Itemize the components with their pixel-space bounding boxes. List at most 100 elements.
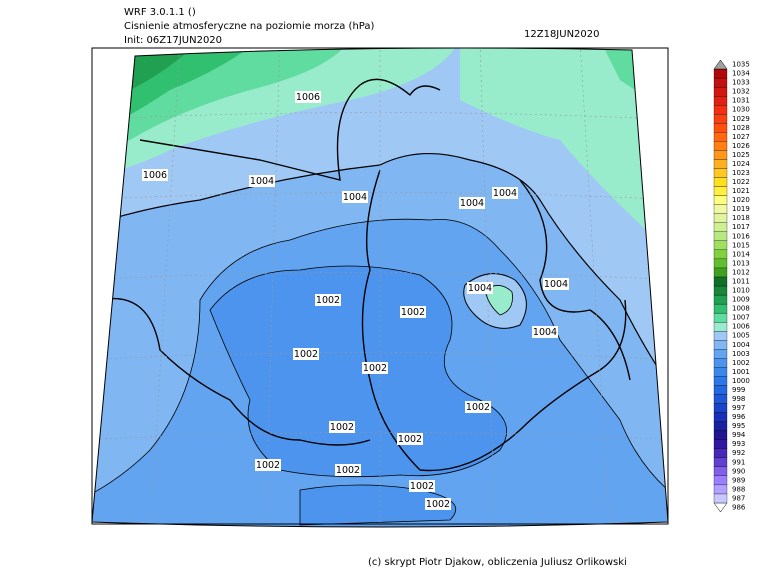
border — [99, 297, 371, 446]
contour-label-bg — [543, 278, 569, 290]
contour-label-bg — [409, 480, 435, 492]
contour-label-bg — [397, 433, 423, 445]
colorbar-box — [713, 385, 728, 395]
colorbar-label: 1002 — [732, 359, 750, 367]
colorbar-label: 1020 — [732, 196, 750, 204]
contour-label-bg — [293, 348, 319, 360]
colorbar-label: 1025 — [732, 151, 750, 159]
colorbar-box — [713, 475, 728, 486]
colorbar-label: 1007 — [732, 314, 750, 322]
colorbar-box — [713, 303, 728, 314]
area-1002 — [209, 265, 508, 478]
contour-label-bg — [142, 169, 168, 181]
contour-label-bg — [459, 197, 485, 209]
colorbar-label: 1028 — [732, 124, 750, 132]
colorbar-box — [713, 186, 728, 196]
colorbar-label: 1031 — [732, 97, 750, 105]
colorbar-box — [713, 466, 728, 476]
contour-label-bg — [249, 175, 275, 187]
contour-label: 1002 — [466, 402, 490, 413]
colorbar-label: 1006 — [732, 323, 750, 331]
contour-label: 1002 — [410, 481, 434, 492]
contour-label: 1002 — [256, 460, 280, 471]
colorbar-label: 1013 — [732, 259, 750, 267]
contour-label: 1004 — [533, 327, 557, 338]
contour-label-bg — [465, 401, 491, 413]
colorbar-label: 1035 — [732, 61, 750, 69]
colorbar-box — [713, 249, 728, 260]
frame — [91, 47, 669, 525]
area-1006-east — [92, 48, 668, 260]
contour-label: 1004 — [343, 192, 367, 203]
colorbar-label: 998 — [732, 395, 745, 403]
colorbar-label: 1022 — [732, 178, 750, 186]
colorbar-label: 1021 — [732, 187, 750, 195]
colorbar-box — [713, 267, 728, 278]
colorbar-label: 989 — [732, 476, 745, 484]
contour-label: 1002 — [401, 307, 425, 318]
colorbar-box — [713, 222, 728, 232]
border — [139, 78, 441, 181]
header-line: Cisnienie atmosferyczne na poziomie morz… — [124, 21, 375, 32]
colorbar-box — [713, 123, 728, 133]
colorbar-box — [713, 204, 728, 214]
contour-label-bg — [255, 459, 281, 471]
contour-label-bg — [342, 191, 368, 203]
contour-label-bg — [467, 282, 493, 294]
contour-label: 1004 — [468, 283, 492, 294]
header-line: Init: 06Z17JUN2020 — [124, 35, 222, 46]
colorbar-label: 1012 — [732, 268, 750, 276]
colorbar-label: 992 — [732, 449, 745, 457]
colorbar-label: 995 — [732, 422, 745, 430]
contour-label: 1002 — [336, 465, 360, 476]
colorbar-label: 1004 — [732, 341, 750, 349]
colorbar-label: 1000 — [732, 377, 750, 385]
header-line: WRF 3.0.1.1 () — [124, 7, 196, 18]
border — [519, 179, 631, 381]
contour-label-bg — [362, 362, 388, 374]
footer: (c) skrypt Piotr Djakow, obliczenia Juli… — [368, 557, 627, 568]
colorbar-label: 1014 — [732, 250, 750, 258]
colorbar-box — [713, 159, 728, 169]
colorbar-box — [713, 412, 728, 422]
colorbar-box — [713, 213, 728, 223]
contour-label: 1002 — [398, 434, 422, 445]
contour-label: 1006 — [296, 92, 320, 103]
contour-label: 1004 — [493, 188, 517, 199]
colorbar-label: 987 — [732, 494, 745, 502]
contour-label-bg — [315, 294, 341, 306]
colorbar-label: 1010 — [732, 287, 750, 295]
colorbar-box — [713, 195, 728, 205]
colorbar-label: 1015 — [732, 241, 750, 249]
colorbar-label: 1034 — [732, 70, 750, 78]
contour-label: 1002 — [363, 363, 387, 374]
contour-label: 1006 — [143, 170, 167, 181]
colorbar-box — [713, 439, 728, 449]
colorbar-arrow — [713, 59, 728, 70]
colorbar-box — [713, 331, 728, 341]
colorbar-box — [713, 367, 728, 377]
colorbar-box — [713, 177, 728, 187]
colorbar-label: 993 — [732, 440, 745, 448]
colorbar-label: 1030 — [732, 106, 750, 114]
colorbar-box — [713, 285, 728, 296]
colorbar-label: 1033 — [732, 79, 750, 87]
colorbar-box — [713, 96, 728, 106]
colorbar-box — [713, 86, 728, 97]
colorbar-label: 1018 — [732, 214, 750, 222]
colorbar-label: 1026 — [732, 142, 750, 150]
colorbar-box — [713, 258, 728, 269]
colorbar-label: 988 — [732, 485, 745, 493]
colorbar-box — [713, 493, 728, 504]
colorbar-box — [713, 141, 728, 151]
contour-label-bg — [335, 464, 361, 476]
colorbar-label: 991 — [732, 458, 745, 466]
colorbar-box — [713, 358, 728, 368]
colorbar-box — [713, 322, 728, 332]
colorbar-box — [713, 68, 728, 79]
colorbar-label: 999 — [732, 386, 745, 394]
contour-label: 1002 — [294, 349, 318, 360]
colorbar-box — [713, 403, 728, 413]
colorbar-box — [713, 312, 728, 323]
